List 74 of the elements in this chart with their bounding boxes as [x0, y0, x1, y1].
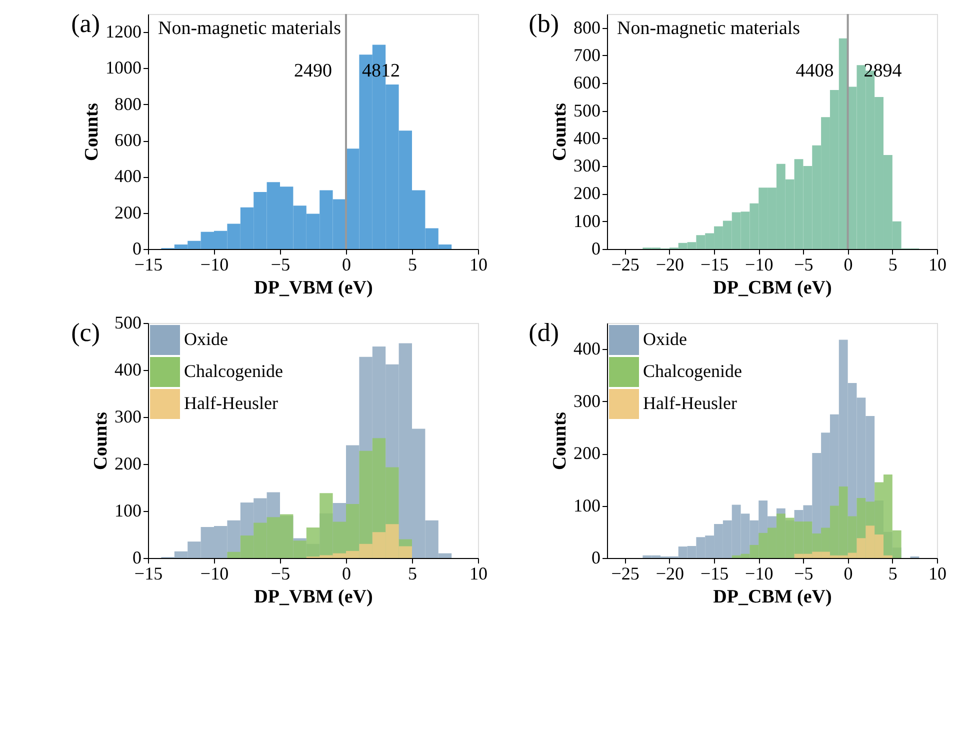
y-tick-label: 400: [114, 360, 142, 380]
y-axis-title: Counts: [550, 412, 570, 470]
x-tick-label: −25: [611, 254, 640, 274]
y-tick-label: 600: [574, 72, 600, 93]
x-axis-title: DP_CBM (eV): [713, 586, 832, 608]
legend-label: Oxide: [643, 329, 687, 349]
x-tick-label: −10: [745, 254, 774, 274]
y-tick-label: 700: [574, 44, 600, 65]
x-tick-label: 5: [408, 254, 417, 274]
x-tick-label: −15: [700, 564, 729, 584]
x-tick-label: −10: [200, 254, 229, 274]
x-tick-label: 10: [470, 564, 488, 584]
x-tick-label: −10: [745, 564, 774, 584]
y-tick-label: 400: [114, 166, 142, 186]
x-tick-label: −5: [270, 564, 290, 584]
legend-label: Chalcogenide: [184, 361, 283, 381]
y-tick-label: 200: [574, 183, 600, 204]
chart-title: (a): [71, 9, 100, 38]
x-tick-label: −25: [611, 564, 640, 584]
y-axis-title: Counts: [82, 102, 102, 162]
y-tick-label: 400: [574, 338, 600, 359]
y-tick-label: 0: [592, 548, 600, 568]
x-axis-title: DP_CBM (eV): [713, 278, 832, 298]
x-tick-label: −5: [794, 254, 814, 274]
y-tick-label: 0: [592, 238, 600, 258]
x-tick-label: 5: [888, 564, 898, 584]
y-tick-label: 200: [114, 202, 142, 222]
y-tick-label: 800: [574, 17, 600, 38]
y-tick-label: 500: [574, 100, 600, 120]
x-axis-title: DP_VBM (eV): [254, 278, 373, 298]
legend-label: Half-Heusler: [184, 393, 278, 413]
x-tick-label: −10: [200, 564, 229, 584]
y-axis-title: Counts: [90, 412, 112, 470]
x-tick-label: 0: [844, 254, 853, 274]
y-tick-label: 200: [574, 443, 600, 464]
x-tick-label: 10: [470, 254, 488, 274]
y-tick-label: 1200: [106, 22, 142, 42]
y-tick-label: 600: [114, 130, 142, 150]
y-tick-label: 500: [114, 312, 142, 332]
x-tick-label: −20: [656, 564, 684, 584]
annotation: 2490: [294, 60, 332, 82]
annotation: Non-magnetic materials: [617, 18, 800, 39]
y-tick-label: 100: [114, 500, 142, 520]
y-tick-label: 200: [114, 454, 142, 474]
legend-label: Half-Heusler: [643, 393, 737, 413]
y-tick-label: 1000: [106, 58, 142, 78]
x-tick-label: −5: [794, 564, 814, 584]
x-tick-label: −15: [700, 254, 729, 274]
x-tick-label: 10: [928, 564, 946, 584]
x-tick-label: −5: [270, 254, 290, 274]
chart-title: (c): [71, 318, 100, 347]
y-tick-label: 300: [574, 156, 600, 176]
y-tick-label: 400: [574, 128, 600, 148]
x-tick-label: 0: [342, 254, 351, 274]
y-tick-label: 100: [574, 210, 600, 231]
x-tick-label: 10: [928, 254, 946, 274]
annotation: 2894: [864, 60, 902, 82]
chart-title: (d): [528, 318, 559, 347]
x-axis-title: DP_VBM (eV): [254, 586, 373, 608]
x-tick-label: 0: [342, 564, 351, 584]
y-tick-label: 300: [574, 390, 600, 411]
legend-label: Oxide: [184, 329, 228, 349]
y-axis-title: Counts: [550, 102, 570, 162]
chart-title: (b): [528, 9, 559, 38]
x-tick-label: 0: [844, 564, 853, 584]
annotation: Non-magnetic materials: [158, 18, 342, 39]
y-tick-label: 800: [114, 94, 142, 114]
annotation: 4408: [796, 60, 834, 82]
x-tick-label: 5: [408, 564, 417, 584]
y-tick-label: 100: [574, 495, 600, 516]
x-tick-label: −20: [656, 254, 684, 274]
x-tick-label: 5: [888, 254, 898, 274]
legend-label: Chalcogenide: [643, 361, 742, 381]
y-tick-label: 300: [114, 406, 142, 426]
